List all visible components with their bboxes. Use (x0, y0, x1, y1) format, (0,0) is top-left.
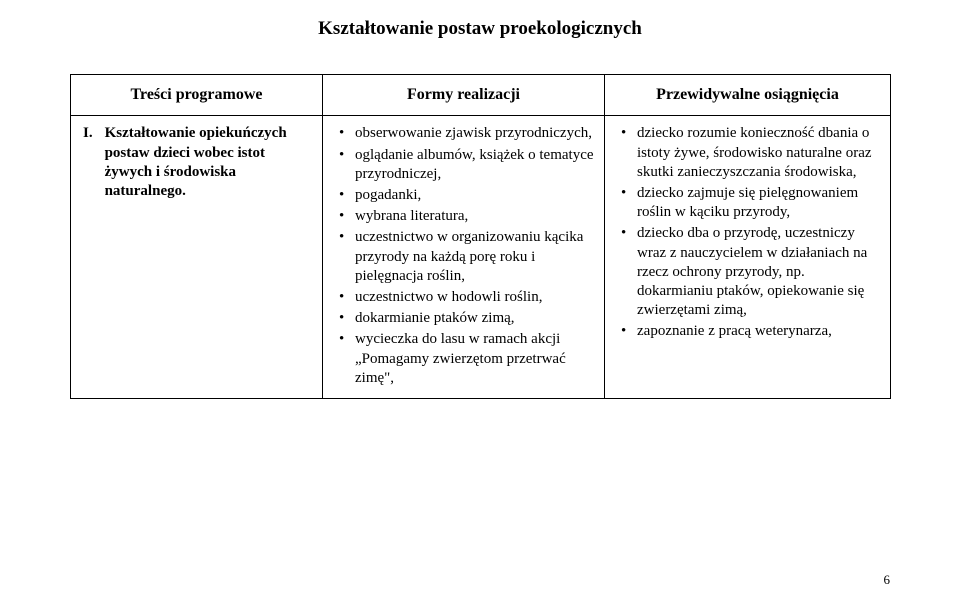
list-item: uczestnictwo w hodowli roślin, (333, 288, 594, 307)
list-item: dziecko zajmuje się pielęgnowaniem rośli… (615, 184, 880, 222)
cell-formy: obserwowanie zjawisk przyrodniczych, ogl… (323, 116, 605, 398)
cell-tresci: I. Kształtowanie opiekuńczych postaw dzi… (71, 116, 323, 356)
header-col3: Przewidywalne osiągnięcia (605, 75, 891, 116)
table-header-row: Treści programowe Formy realizacji Przew… (71, 75, 891, 116)
list-item: obserwowanie zjawisk przyrodniczych, (333, 124, 594, 143)
list-item: wybrana literatura, (333, 207, 594, 226)
content-table: Treści programowe Formy realizacji Przew… (70, 74, 891, 399)
list-item: oglądanie albumów, książek o tematyce pr… (333, 146, 594, 184)
tresci-text: Kształtowanie opiekuńczych postaw dzieci… (105, 124, 312, 201)
page-number: 6 (884, 572, 891, 588)
osiagniecia-list: dziecko rozumie konieczność dbania o ist… (615, 124, 880, 341)
cell-osiagniecia: dziecko rozumie konieczność dbania o ist… (605, 116, 891, 398)
header-col1: Treści programowe (71, 75, 323, 116)
page: Kształtowanie postaw proekologicznych Tr… (0, 0, 960, 602)
header-col2: Formy realizacji (323, 75, 605, 116)
list-item: wycieczka do lasu w ramach akcji „Pomaga… (333, 330, 594, 388)
list-item: pogadanki, (333, 186, 594, 205)
list-item: uczestnictwo w organizowaniu kącika przy… (333, 228, 594, 286)
document-title: Kształtowanie postaw proekologicznych (70, 18, 890, 40)
formy-list: obserwowanie zjawisk przyrodniczych, ogl… (333, 124, 594, 387)
cell-tresci-filler (71, 356, 323, 398)
table-row: I. Kształtowanie opiekuńczych postaw dzi… (71, 116, 891, 356)
list-item: dziecko dba o przyrodę, uczestniczy wraz… (615, 224, 880, 320)
roman-numeral: I. (81, 124, 105, 201)
list-item: dokarmianie ptaków zimą, (333, 309, 594, 328)
list-item: zapoznanie z pracą weterynarza, (615, 322, 880, 341)
list-item: dziecko rozumie konieczność dbania o ist… (615, 124, 880, 182)
